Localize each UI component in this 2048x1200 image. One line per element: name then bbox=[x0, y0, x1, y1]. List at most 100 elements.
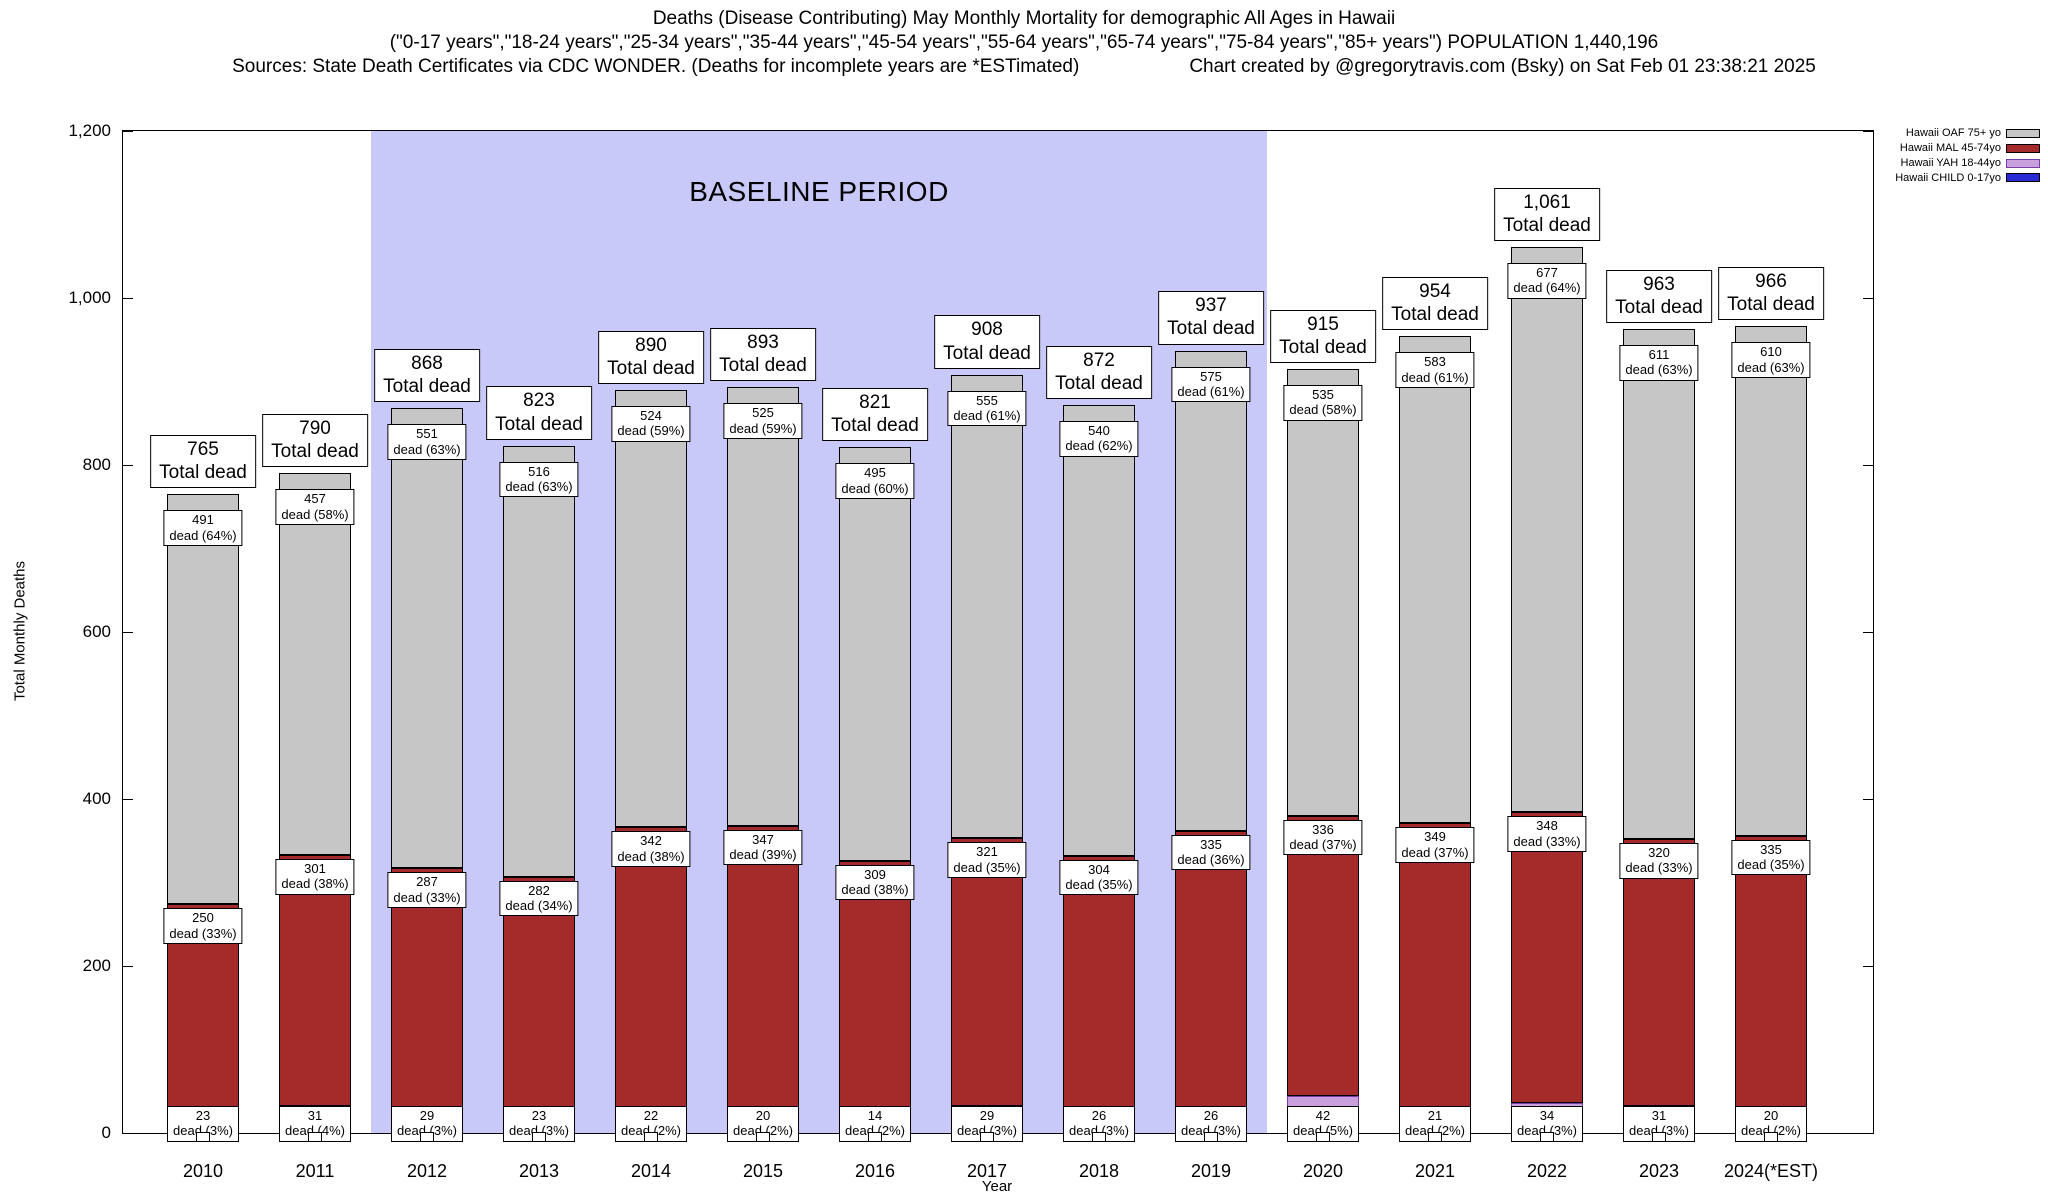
yah-segment-label-caption: dead (5%) bbox=[1293, 1123, 1353, 1139]
mal-segment-label-caption: dead (38%) bbox=[841, 882, 909, 898]
yah-segment-label: 31 dead (4%) bbox=[279, 1106, 351, 1142]
child-segment-marker bbox=[532, 1132, 546, 1142]
bar-segment bbox=[1175, 830, 1247, 1111]
mal-segment-label: 287 dead (33%) bbox=[387, 872, 467, 908]
x-tick-label: 2013 bbox=[518, 1161, 560, 1181]
total-dead-label-value: 868 bbox=[411, 352, 443, 374]
mal-segment-label: 250 dead (33%) bbox=[163, 908, 243, 944]
yah-segment-label: 23 dead (3%) bbox=[503, 1106, 575, 1142]
oaf-segment-label-caption: dead (58%) bbox=[1289, 402, 1357, 418]
child-segment-marker bbox=[1316, 1132, 1330, 1142]
bar-segment bbox=[615, 827, 687, 1113]
mal-segment-label-caption: dead (39%) bbox=[729, 847, 797, 863]
y-tick-left bbox=[123, 631, 133, 633]
oaf-segment-label-value: 551 bbox=[416, 426, 438, 442]
mal-segment-label-value: 335 bbox=[1200, 836, 1222, 852]
total-dead-label: 915 Total dead bbox=[1270, 309, 1376, 363]
yah-segment-label: 22 dead (2%) bbox=[615, 1106, 687, 1142]
bar-segment bbox=[727, 825, 799, 1116]
oaf-segment-label-value: 677 bbox=[1536, 265, 1558, 281]
x-tick-label: 2019 bbox=[1190, 1161, 1232, 1181]
legend-swatch-icon bbox=[2006, 143, 2040, 153]
total-dead-label-caption: Total dead bbox=[719, 355, 807, 377]
total-dead-label-value: 915 bbox=[1307, 313, 1339, 335]
mal-segment-label: 348 dead (33%) bbox=[1507, 816, 1587, 853]
total-dead-label-caption: Total dead bbox=[159, 462, 247, 484]
mal-segment-label-caption: dead (37%) bbox=[1401, 844, 1469, 860]
bar-segment bbox=[391, 408, 463, 869]
total-dead-label-value: 937 bbox=[1195, 295, 1227, 317]
mal-segment-label-value: 321 bbox=[976, 844, 998, 860]
x-tick-label: 2012 bbox=[406, 1161, 448, 1181]
oaf-segment-label-value: 457 bbox=[304, 491, 326, 507]
bar-2024(*EST) bbox=[1735, 326, 1807, 1133]
total-dead-label: 966 Total dead bbox=[1718, 267, 1824, 321]
bar-segment bbox=[1399, 823, 1471, 1115]
total-dead-label-caption: Total dead bbox=[1391, 304, 1479, 326]
mal-segment-label-caption: dead (37%) bbox=[1289, 837, 1357, 853]
mal-segment-label-value: 309 bbox=[864, 866, 886, 882]
bar-2020 bbox=[1287, 368, 1359, 1133]
child-segment-marker bbox=[196, 1132, 210, 1142]
total-dead-label-caption: Total dead bbox=[1727, 294, 1815, 316]
mal-segment-label-caption: dead (35%) bbox=[953, 859, 1021, 875]
total-dead-label-value: 966 bbox=[1755, 271, 1787, 293]
mal-segment-label: 304 dead (35%) bbox=[1059, 859, 1139, 896]
plot-area: BASELINE PERIOD 0 200 400 600 800 1,000 1,200 7… bbox=[68, 121, 1874, 1181]
mal-segment-label-value: 335 bbox=[1760, 841, 1782, 857]
bar-segment bbox=[951, 374, 1023, 839]
oaf-segment-label: 583 dead (61%) bbox=[1395, 352, 1475, 389]
bar-segment bbox=[727, 387, 799, 826]
baseline-period-label: BASELINE PERIOD bbox=[689, 176, 949, 207]
y-tick-label: 1,000 bbox=[68, 288, 111, 307]
x-tick-label: 2018 bbox=[1078, 1161, 1120, 1181]
oaf-segment-label-value: 575 bbox=[1200, 368, 1222, 384]
y-tick-right bbox=[1863, 798, 1873, 800]
x-tick-label: 2022 bbox=[1526, 1161, 1568, 1181]
y-tick-left bbox=[123, 464, 133, 466]
total-dead-label-value: 963 bbox=[1643, 273, 1675, 295]
oaf-segment-label-value: 555 bbox=[976, 392, 998, 408]
total-dead-label-caption: Total dead bbox=[1615, 296, 1703, 318]
y-tick-left bbox=[123, 798, 133, 800]
y-axis-title: Total Monthly Deaths bbox=[11, 560, 29, 702]
mal-segment-label-value: 347 bbox=[752, 831, 774, 847]
child-segment-marker bbox=[980, 1132, 994, 1142]
x-tick-label: 2016 bbox=[854, 1161, 896, 1181]
yah-segment-label-caption: dead (3%) bbox=[1181, 1123, 1241, 1139]
yah-segment-label-caption: dead (3%) bbox=[173, 1123, 233, 1139]
total-dead-label-caption: Total dead bbox=[271, 441, 359, 463]
yah-segment-label-value: 20 bbox=[1763, 1108, 1779, 1123]
yah-segment-label-value: 26 bbox=[1091, 1108, 1107, 1123]
oaf-segment-label: 535 dead (58%) bbox=[1283, 384, 1363, 421]
total-dead-label-caption: Total dead bbox=[1167, 318, 1255, 340]
y-tick-left bbox=[123, 297, 133, 299]
bar-segment bbox=[1399, 336, 1471, 824]
y-tick-right bbox=[1863, 297, 1873, 299]
yah-segment-label-value: 26 bbox=[1203, 1108, 1219, 1123]
total-dead-label: 954 Total dead bbox=[1382, 277, 1488, 331]
yah-segment-label: 29 dead (3%) bbox=[391, 1106, 463, 1142]
oaf-segment-label: 495 dead (60%) bbox=[835, 463, 915, 500]
total-dead-label-caption: Total dead bbox=[1055, 372, 1143, 394]
total-dead-label: 963 Total dead bbox=[1606, 269, 1712, 323]
child-segment-marker bbox=[1652, 1132, 1666, 1142]
bar-2011 bbox=[279, 473, 351, 1133]
mal-segment-label-value: 336 bbox=[1312, 821, 1334, 837]
legend-label: Hawaii MAL 45-74yo bbox=[1899, 141, 2001, 154]
yah-segment-label-value: 34 bbox=[1539, 1108, 1555, 1123]
oaf-segment-label-caption: dead (64%) bbox=[169, 527, 237, 543]
yah-segment-label-caption: dead (3%) bbox=[397, 1123, 457, 1139]
chart-title-line2: ("0-17 years","18-24 years","25-34 years… bbox=[389, 32, 1659, 53]
y-tick-right bbox=[1863, 965, 1873, 967]
oaf-segment-label-value: 525 bbox=[752, 405, 774, 421]
chart-sources: Sources: State Death Certificates via CD… bbox=[232, 56, 1080, 77]
bar-segment bbox=[1623, 839, 1695, 1107]
child-segment-marker bbox=[1092, 1132, 1106, 1142]
chart-title-line1: Deaths (Disease Contributing) May Monthl… bbox=[652, 8, 1396, 29]
y-tick-left bbox=[123, 965, 133, 967]
oaf-segment-label: 525 dead (59%) bbox=[723, 403, 803, 439]
bar-segment bbox=[1063, 855, 1135, 1110]
yah-segment-label-value: 29 bbox=[979, 1108, 995, 1123]
total-dead-label-value: 765 bbox=[187, 438, 219, 460]
